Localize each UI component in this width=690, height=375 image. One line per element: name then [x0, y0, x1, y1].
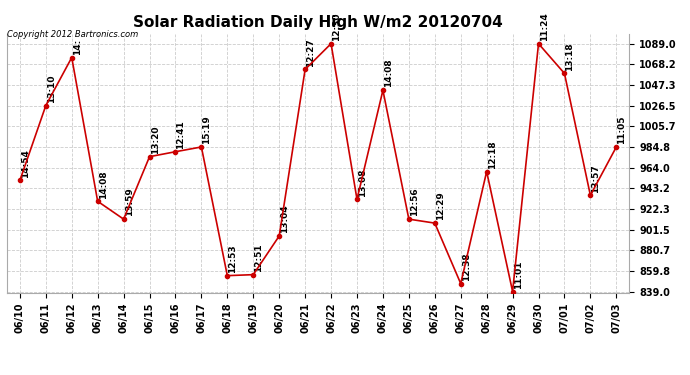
Text: 12:41: 12:41 — [177, 120, 186, 149]
Text: 11:24: 11:24 — [540, 12, 549, 41]
Text: 14:: 14: — [72, 39, 82, 55]
Text: 14:08: 14:08 — [99, 170, 108, 198]
Text: 14:08: 14:08 — [384, 59, 393, 87]
Text: 13:20: 13:20 — [150, 125, 159, 154]
Text: 13:59: 13:59 — [125, 188, 134, 216]
Text: 12:30: 12:30 — [332, 12, 341, 41]
Text: 12:56: 12:56 — [410, 188, 419, 216]
Text: 12:29: 12:29 — [436, 192, 445, 220]
Text: 14:54: 14:54 — [21, 149, 30, 178]
Text: 13:04: 13:04 — [280, 205, 289, 233]
Text: 13:08: 13:08 — [358, 168, 367, 196]
Text: 12:18: 12:18 — [488, 140, 497, 169]
Text: Solar Radiation Daily High W/m2 20120704: Solar Radiation Daily High W/m2 20120704 — [132, 15, 502, 30]
Text: 12:27: 12:27 — [306, 38, 315, 67]
Text: Copyright 2012 Bartronics.com: Copyright 2012 Bartronics.com — [7, 30, 138, 39]
Text: 12:38: 12:38 — [462, 252, 471, 281]
Text: 12:53: 12:53 — [228, 244, 237, 273]
Text: 12:51: 12:51 — [255, 243, 264, 272]
Text: 11:05: 11:05 — [618, 116, 627, 144]
Text: 11:01: 11:01 — [513, 260, 522, 289]
Text: 13:18: 13:18 — [566, 42, 575, 70]
Text: 13:57: 13:57 — [591, 164, 600, 193]
Text: 13:10: 13:10 — [47, 74, 56, 103]
Text: 15:19: 15:19 — [202, 116, 211, 144]
